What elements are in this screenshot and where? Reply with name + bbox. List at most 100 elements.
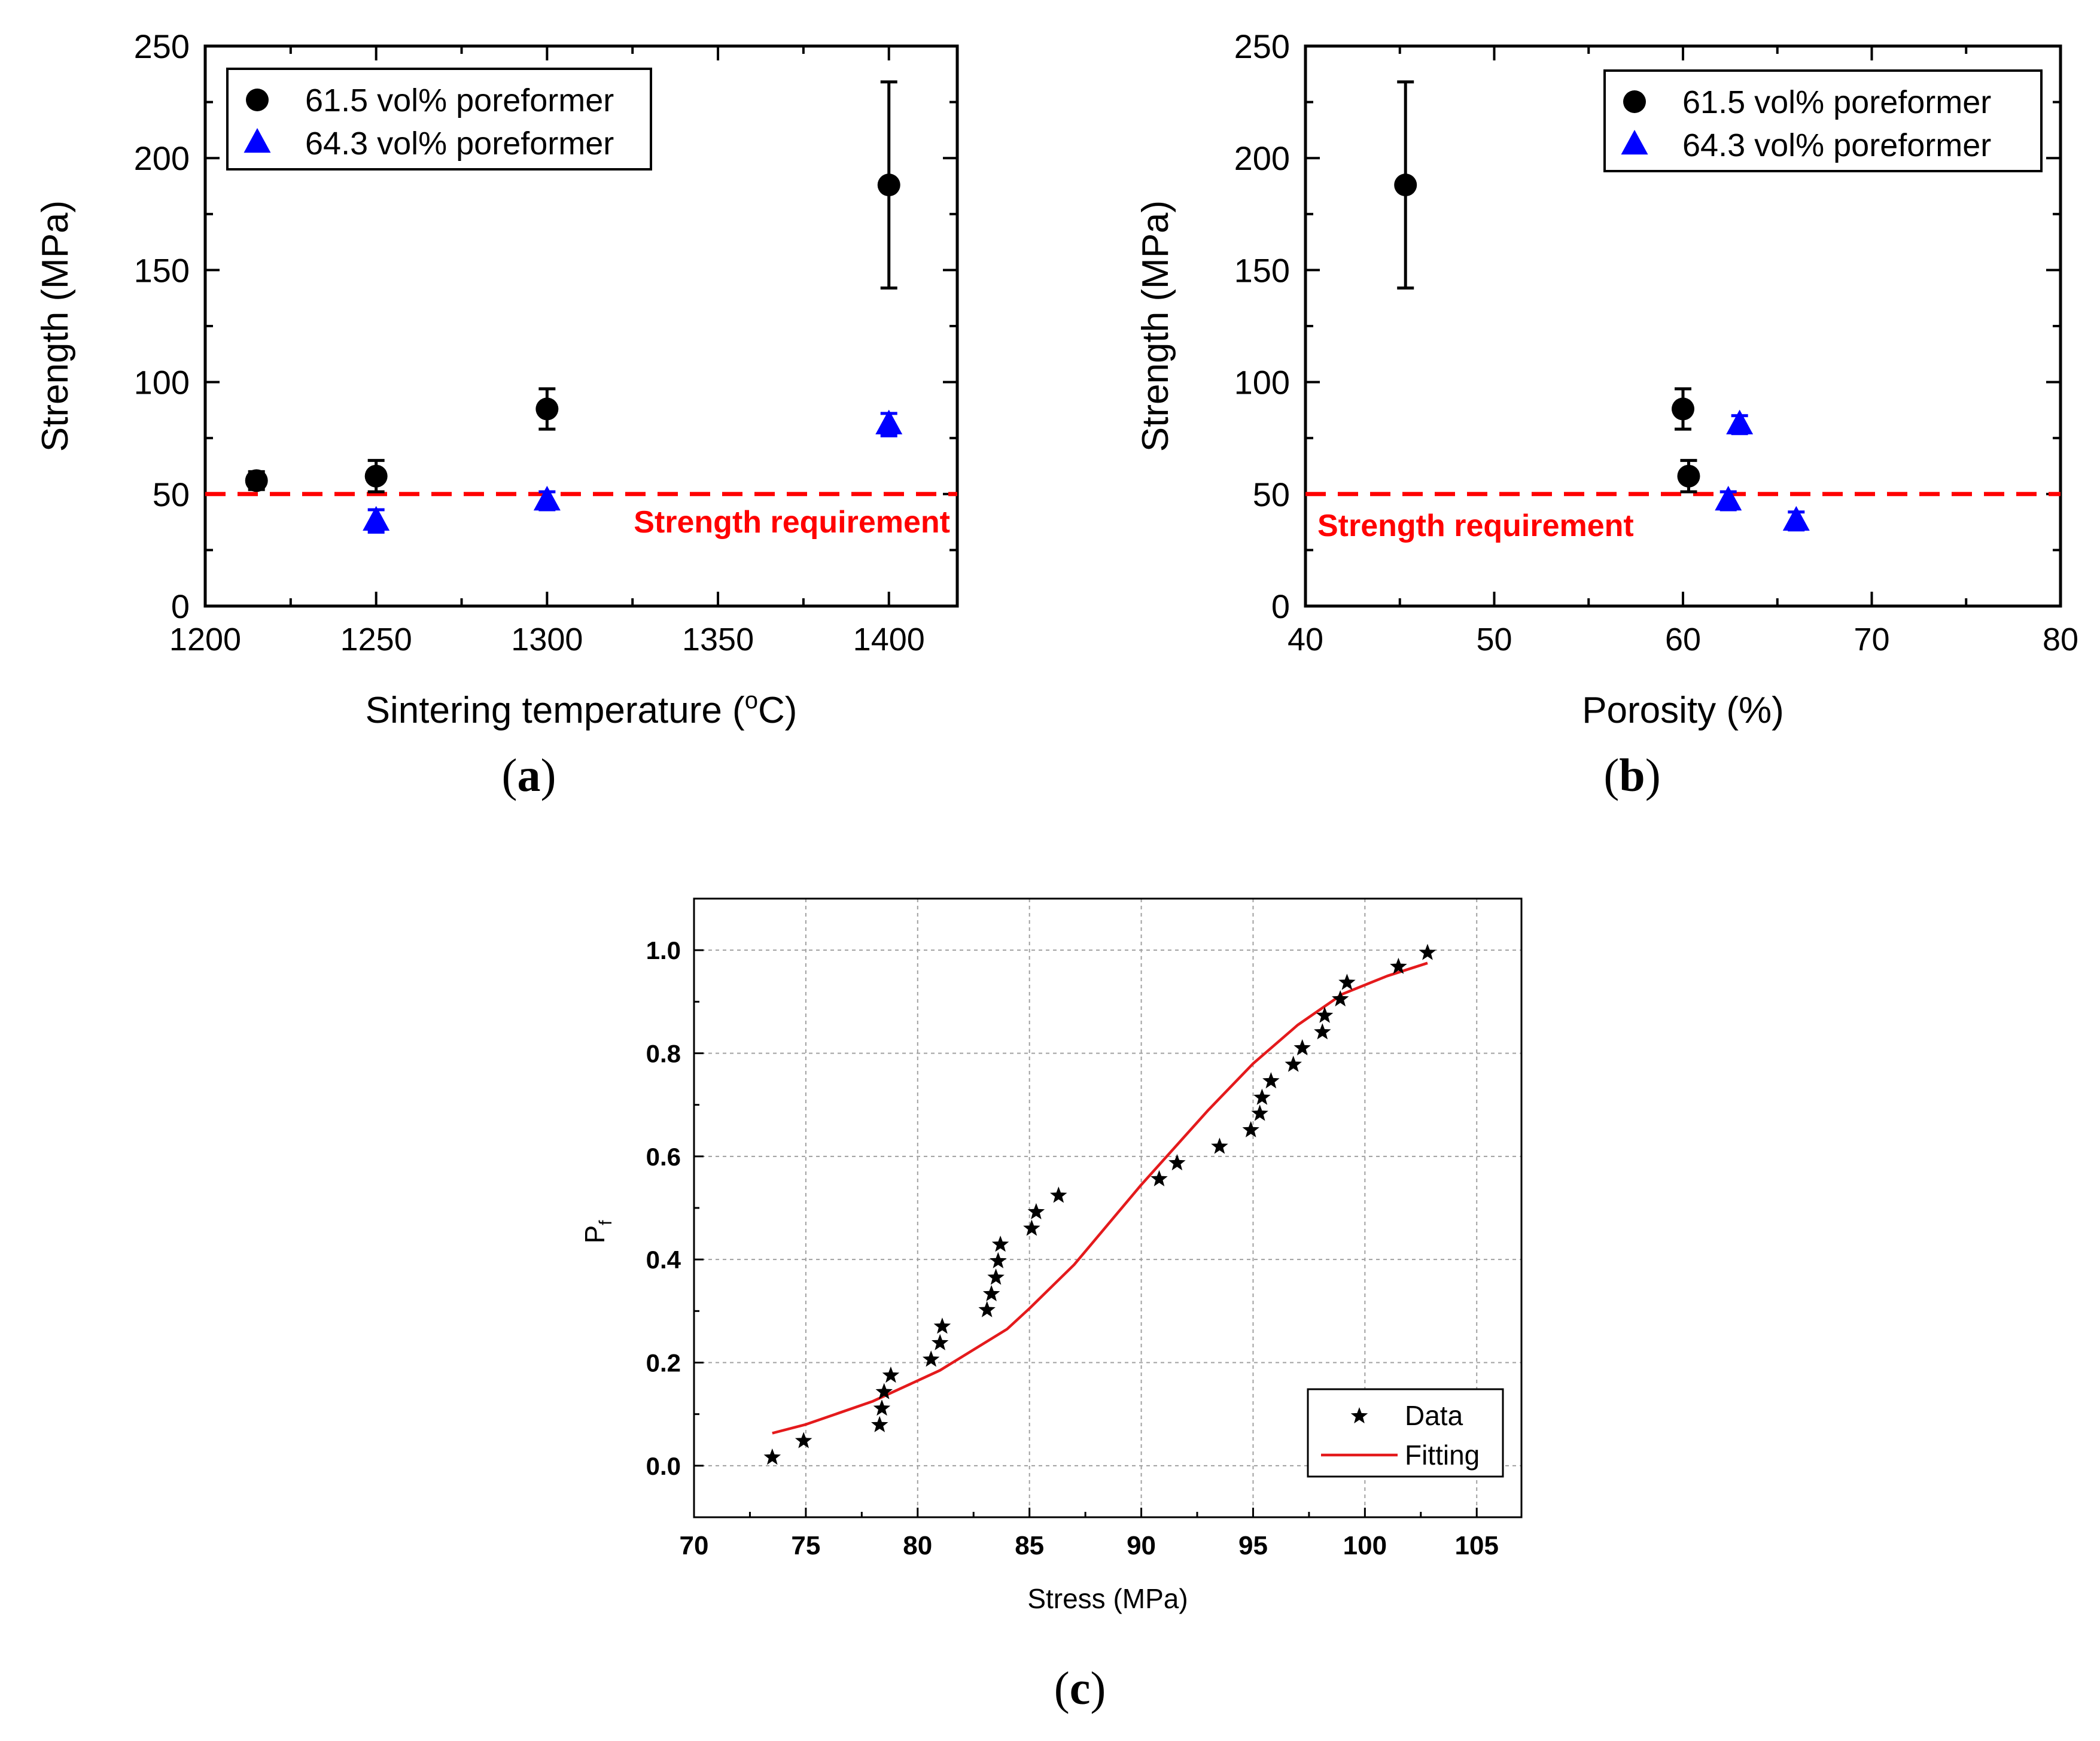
legend-label: 64.3 vol% poreformer: [305, 126, 614, 162]
data-point-star: [990, 1252, 1007, 1268]
x-tick-label: 1400: [853, 622, 925, 658]
data-point-star: [1285, 1055, 1302, 1072]
data-point-star: [1262, 1072, 1280, 1089]
legend: 61.5 vol% poreformer 64.3 vol% poreformer: [226, 68, 652, 171]
data-point-61-5: [535, 397, 559, 421]
data-point-star: [873, 1399, 891, 1416]
data-point-61-5: [245, 469, 268, 492]
data-point-61-5: [1394, 174, 1417, 197]
x-tick-label: 1350: [682, 622, 754, 658]
chart-c-weibull-probability: 70 75 80 85 90 95 100 105 0.0 0.2 0.4 0.6 0.8 1.0 Stre…: [579, 897, 1523, 1614]
y-tick-label: 0.8: [646, 1040, 681, 1068]
data-point-star: [1027, 1203, 1045, 1219]
data-point-star: [1316, 1006, 1334, 1023]
data-point-star: [1151, 1170, 1168, 1186]
y-tick-label: 100: [134, 364, 190, 401]
x-tick-label: 75: [791, 1531, 820, 1560]
x-tick-label: 60: [1665, 622, 1701, 658]
data-point-star: [795, 1432, 812, 1448]
x-tick-label: 1300: [511, 622, 583, 658]
legend-label: Fitting: [1405, 1439, 1480, 1471]
x-tick-label: 105: [1455, 1531, 1499, 1560]
data-point-star: [982, 1285, 1000, 1301]
data-point-star: [871, 1416, 888, 1432]
data-point-64-3: [875, 409, 903, 434]
data-point-star: [922, 1350, 940, 1367]
x-axis-title: Sintering temperature (oC): [366, 687, 798, 731]
data-point-star: [1211, 1137, 1228, 1154]
data-point-star: [1251, 1104, 1268, 1121]
data-point-star: [1023, 1219, 1040, 1236]
x-tick-label: 90: [1127, 1531, 1156, 1560]
legend-label: 61.5 vol% poreformer: [305, 83, 614, 118]
y-tick-label: 0: [171, 588, 190, 625]
data-point-star: [933, 1317, 951, 1334]
legend-label: Data: [1405, 1400, 1463, 1431]
y-tick-label: 50: [1253, 476, 1290, 513]
caption-b: (b): [1603, 749, 1660, 801]
data-point-61-5: [877, 174, 900, 197]
y-axis-title: Pf: [579, 1220, 616, 1244]
strength-requirement-label: Strength requirement: [1317, 509, 1634, 543]
data-point-star: [1050, 1186, 1067, 1203]
y-tick-label: 250: [1234, 28, 1290, 65]
y-tick-label: 150: [1234, 251, 1290, 289]
y-tick-label: 100: [1234, 364, 1290, 401]
legend-label: 64.3 vol% poreformer: [1682, 127, 1991, 163]
data-point-star: [1294, 1039, 1311, 1055]
data-point-star: [991, 1235, 1009, 1252]
data-point-star: [987, 1268, 1005, 1285]
y-tick-label: 0.4: [646, 1246, 681, 1274]
x-tick-label: 1200: [169, 622, 241, 658]
data-point-star: [978, 1301, 996, 1317]
data-point-star: [1242, 1121, 1259, 1137]
y-tick-label: 50: [153, 476, 190, 513]
x-tick-label: 80: [903, 1531, 932, 1560]
x-tick-label: 95: [1238, 1531, 1268, 1560]
y-tick-label: 200: [1234, 139, 1290, 177]
y-axis-title: Strength (MPa): [1135, 200, 1176, 452]
legend-marker-triangle: [244, 128, 271, 153]
x-tick-label: 50: [1476, 622, 1512, 658]
data-point-61-5: [364, 464, 388, 488]
data-point-64-3: [1715, 486, 1742, 511]
data-point-64-3: [533, 486, 561, 511]
data-point-64-3: [1782, 506, 1810, 531]
data-point-61-5: [1677, 464, 1700, 488]
x-tick-label: 40: [1288, 622, 1323, 658]
y-tick-label: 200: [134, 139, 190, 177]
y-tick-label: 1.0: [646, 936, 681, 964]
data-point-star: [931, 1334, 949, 1350]
legend-box: [1307, 1388, 1504, 1478]
x-tick-label: 80: [2043, 622, 2078, 658]
data-point-star: [875, 1383, 893, 1399]
chart-b-strength-vs-porosity: 0 50 100 150 200 250 40 50 60 70 80 Strength (MPa) P…: [1135, 28, 2078, 731]
strength-requirement-label: Strength requirement: [634, 505, 950, 540]
x-tick-label: 1250: [340, 622, 412, 658]
legend: 61.5 vol% poreformer 64.3 vol% poreformer: [1603, 69, 2043, 172]
data-point-star: [1332, 990, 1349, 1007]
data-point-star: [1168, 1154, 1186, 1171]
x-tick-label: 100: [1343, 1531, 1387, 1560]
legend-box: [226, 68, 652, 171]
x-tick-label: 85: [1015, 1531, 1044, 1560]
data-point-star: [882, 1366, 900, 1383]
legend-marker-circle: [1623, 90, 1646, 113]
data-point-64-3: [1726, 409, 1754, 434]
y-tick-label: 0.6: [646, 1143, 681, 1171]
legend-marker-triangle: [1621, 130, 1648, 155]
legend-box: [1603, 69, 2043, 172]
y-tick-label: 250: [134, 28, 190, 65]
chart-a-strength-vs-temperature: 0 50 100 150 200 250 1200 1250 1300 1350 1400 Stren…: [35, 28, 959, 731]
data-point-star: [1390, 957, 1407, 974]
legend-label: 61.5 vol% poreformer: [1682, 84, 1991, 120]
legend: Data Fitting: [1307, 1388, 1504, 1478]
x-axis-title: Porosity (%): [1582, 690, 1784, 731]
data-point-star: [1253, 1088, 1271, 1105]
caption-a: (a): [502, 749, 556, 801]
legend-marker-circle: [246, 89, 269, 111]
y-tick-label: 0.2: [646, 1349, 681, 1377]
data-point-star: [1338, 973, 1356, 990]
y-tick-label: 0.0: [646, 1452, 681, 1480]
